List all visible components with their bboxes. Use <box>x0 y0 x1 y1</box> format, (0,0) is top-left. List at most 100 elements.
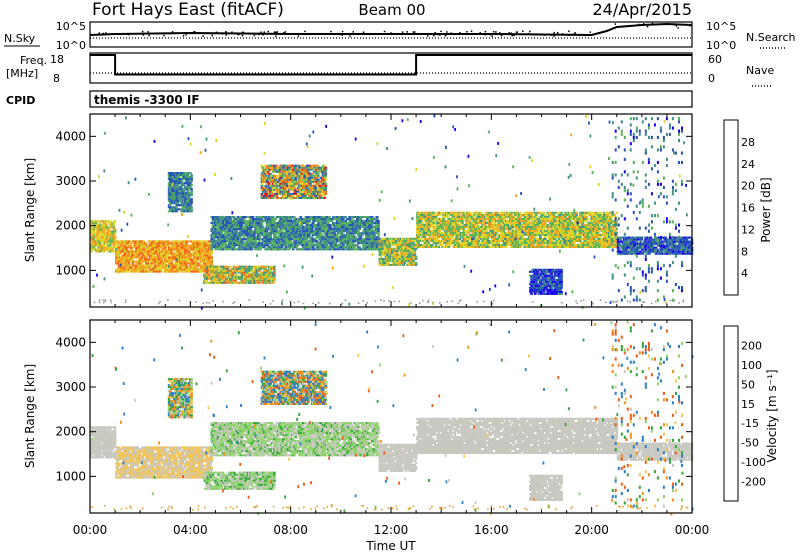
echo-cell <box>266 281 270 284</box>
echo-cell <box>359 218 363 221</box>
echo-cell <box>171 250 175 253</box>
echo-cell <box>319 166 323 169</box>
echo-cell <box>270 265 274 268</box>
echo-cell <box>204 265 207 268</box>
echo-cell <box>101 226 104 229</box>
echo-cell <box>364 240 368 243</box>
echo-cell <box>318 168 321 171</box>
echo-cell <box>364 226 368 229</box>
echo-cell <box>424 213 428 216</box>
echo-cell <box>290 176 294 179</box>
noise-speck <box>516 31 518 33</box>
echo-cell <box>125 242 128 245</box>
echo-cell <box>189 186 192 189</box>
echo-cell <box>414 243 418 246</box>
echo-cell <box>357 230 360 233</box>
echo-cell <box>226 236 230 239</box>
echo-cell <box>365 224 369 227</box>
echo-cell <box>324 186 328 189</box>
echo-cell <box>318 236 321 239</box>
echo-cell <box>424 229 428 232</box>
echo-cell <box>398 253 402 256</box>
echo-cell <box>254 238 257 241</box>
echo-cell <box>214 228 217 231</box>
echo-cell <box>122 260 126 263</box>
echo-cell <box>370 228 374 231</box>
echo-cell <box>185 268 188 271</box>
echo-cell <box>117 244 121 247</box>
echo-cell <box>362 230 365 233</box>
echo-cell <box>254 277 257 280</box>
echo-cell <box>146 270 149 273</box>
echo-cell <box>303 234 306 237</box>
echo-cell <box>197 250 201 253</box>
echo-cell <box>264 218 267 221</box>
echo-cell <box>283 236 286 239</box>
echo-cell <box>210 250 213 253</box>
echo-cell <box>413 251 417 254</box>
echo-cell <box>204 250 207 253</box>
echo-cell <box>115 250 118 253</box>
echo-cell <box>333 232 336 235</box>
echo-cell <box>146 262 149 265</box>
echo-cell <box>266 176 270 179</box>
noise-speck <box>168 33 170 35</box>
echo-cell <box>352 234 355 237</box>
noise-speck <box>570 34 573 36</box>
echo-cell <box>322 230 325 233</box>
echo-cell <box>271 281 275 284</box>
noise-speck <box>141 30 144 33</box>
echo-cell <box>350 228 354 231</box>
echo-cell <box>141 264 144 267</box>
echo-cell <box>269 188 272 191</box>
echo-cell <box>196 244 200 247</box>
echo-cell <box>274 168 277 171</box>
echo-cell <box>100 228 103 231</box>
echo-cell <box>368 230 371 233</box>
echo-cell <box>269 224 272 227</box>
echo-cell <box>308 234 311 237</box>
echo-cell <box>243 218 246 221</box>
echo-cell <box>150 264 153 267</box>
echo-cell <box>130 266 133 269</box>
echo-cell <box>417 242 420 244</box>
echo-cell <box>264 242 267 245</box>
echo-cell <box>245 273 249 276</box>
echo-cell <box>309 184 313 187</box>
noise-speck <box>263 31 265 33</box>
echo-cell <box>309 242 313 245</box>
echo-cell <box>343 236 346 239</box>
echo-cell <box>241 240 245 243</box>
echo-cell <box>211 224 215 227</box>
echo-cell <box>298 172 301 175</box>
echo-cell <box>299 178 302 181</box>
echo-cell <box>176 200 180 203</box>
echo-cell <box>416 240 419 242</box>
noise-speck <box>316 33 319 35</box>
echo-cell <box>249 240 252 243</box>
echo-cell <box>416 244 419 246</box>
echo-cell <box>205 254 208 257</box>
echo-cell <box>330 220 334 223</box>
echo-cell <box>345 226 349 229</box>
echo-cell <box>412 241 415 244</box>
echo-cell <box>350 218 354 221</box>
echo-cell <box>414 257 418 260</box>
echo-cell <box>245 275 249 278</box>
date-label: 24/Apr/2015 <box>592 0 692 19</box>
echo-cell <box>407 251 410 254</box>
echo-cell <box>404 237 408 240</box>
echo-cell <box>210 267 213 270</box>
echo-cell <box>214 224 217 227</box>
echo-cell <box>343 240 346 243</box>
echo-cell <box>274 248 277 251</box>
echo-cell <box>266 170 270 173</box>
freq-tick-low: 8 <box>53 72 60 85</box>
echo-cell <box>273 182 276 185</box>
echo-cell <box>324 168 328 171</box>
echo-cell <box>115 240 118 243</box>
echo-cell <box>216 242 220 245</box>
noise-speck <box>148 34 150 37</box>
echo-cell <box>412 259 415 262</box>
echo-cell <box>330 248 334 251</box>
